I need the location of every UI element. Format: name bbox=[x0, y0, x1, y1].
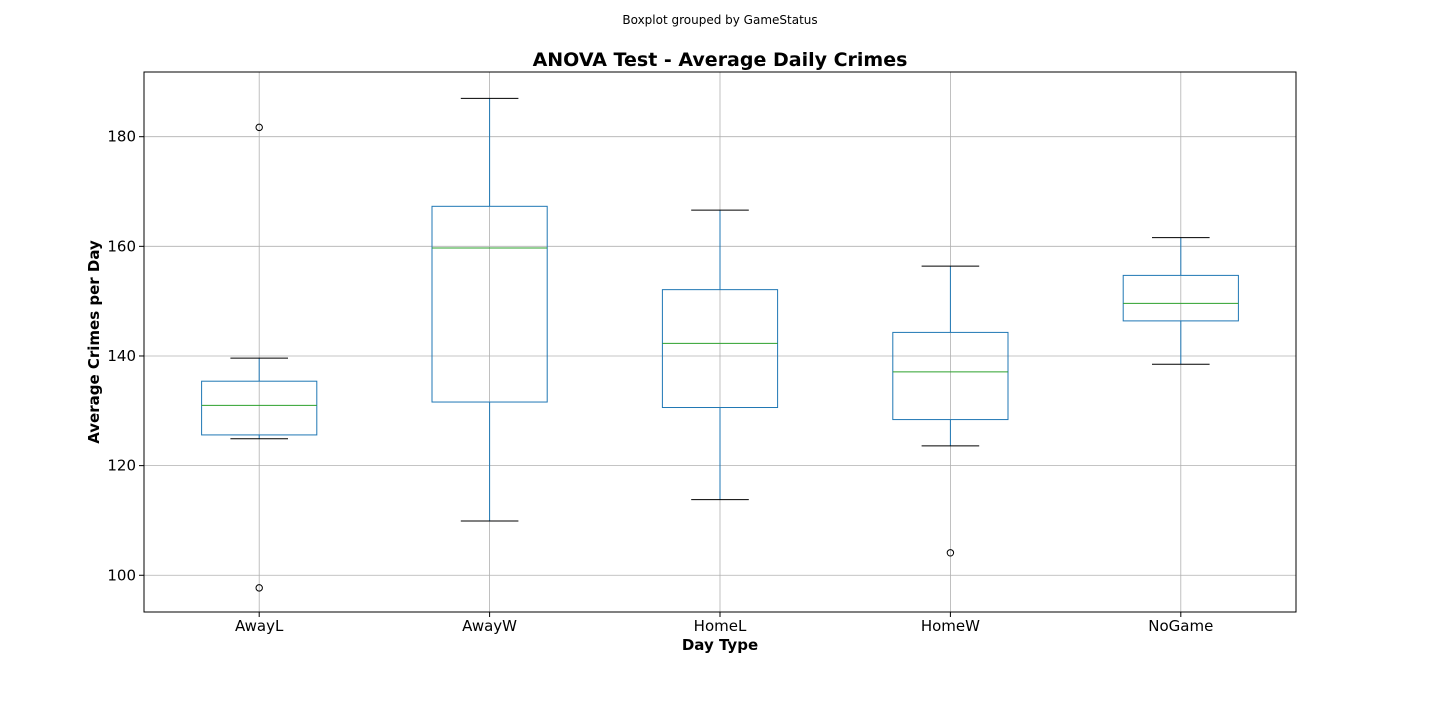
box-iqr bbox=[201, 380, 318, 436]
y-tick-label: 160 bbox=[107, 237, 136, 255]
y-axis-label: Average Crimes per Day bbox=[85, 240, 103, 444]
x-axis-ticks: AwayL AwayW HomeL HomeW NoGame bbox=[235, 612, 1213, 635]
y-tick-label: 100 bbox=[107, 566, 136, 584]
chart-title: ANOVA Test - Average Daily Crimes bbox=[533, 49, 908, 71]
x-tick-label: HomeL bbox=[694, 617, 747, 635]
outlier-point bbox=[946, 549, 955, 557]
y-axis-ticks: 100 120 140 160 180 bbox=[107, 128, 144, 584]
box-group-homew bbox=[892, 265, 1009, 557]
x-tick-label: HomeW bbox=[921, 617, 980, 635]
x-tick-label: AwayW bbox=[462, 617, 517, 635]
box-group-homel bbox=[661, 209, 779, 501]
grid bbox=[144, 72, 1296, 612]
outlier-point bbox=[255, 123, 263, 132]
x-tick-label: AwayL bbox=[235, 617, 284, 635]
box-group-awayw bbox=[431, 97, 548, 522]
box-iqr bbox=[1122, 274, 1239, 322]
box-iqr bbox=[431, 205, 548, 403]
outlier-point bbox=[255, 584, 263, 592]
y-tick-label: 180 bbox=[107, 128, 136, 146]
y-tick-label: 140 bbox=[107, 347, 136, 365]
box-iqr bbox=[892, 331, 1009, 421]
boxes bbox=[201, 97, 1239, 592]
y-tick-label: 120 bbox=[107, 457, 136, 475]
chart-suptitle: Boxplot grouped by GameStatus bbox=[622, 13, 817, 27]
box-group-awayl bbox=[201, 123, 318, 592]
box-iqr bbox=[661, 289, 779, 409]
x-axis-label: Day Type bbox=[682, 636, 758, 654]
box-group-nogame bbox=[1122, 237, 1239, 365]
x-tick-label: NoGame bbox=[1148, 617, 1213, 635]
